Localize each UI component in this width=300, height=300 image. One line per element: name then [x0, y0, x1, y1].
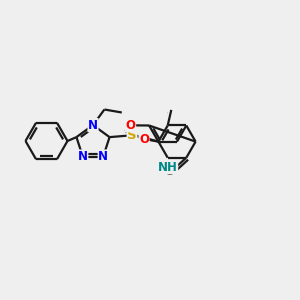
Text: O: O [139, 133, 149, 146]
Text: O: O [126, 119, 136, 132]
Text: N: N [78, 150, 88, 163]
Text: NH: NH [158, 161, 178, 174]
Text: O: O [164, 165, 174, 178]
Text: /: / [167, 111, 168, 113]
Text: S: S [127, 129, 137, 142]
Text: N: N [98, 150, 108, 163]
Text: N: N [88, 118, 98, 132]
